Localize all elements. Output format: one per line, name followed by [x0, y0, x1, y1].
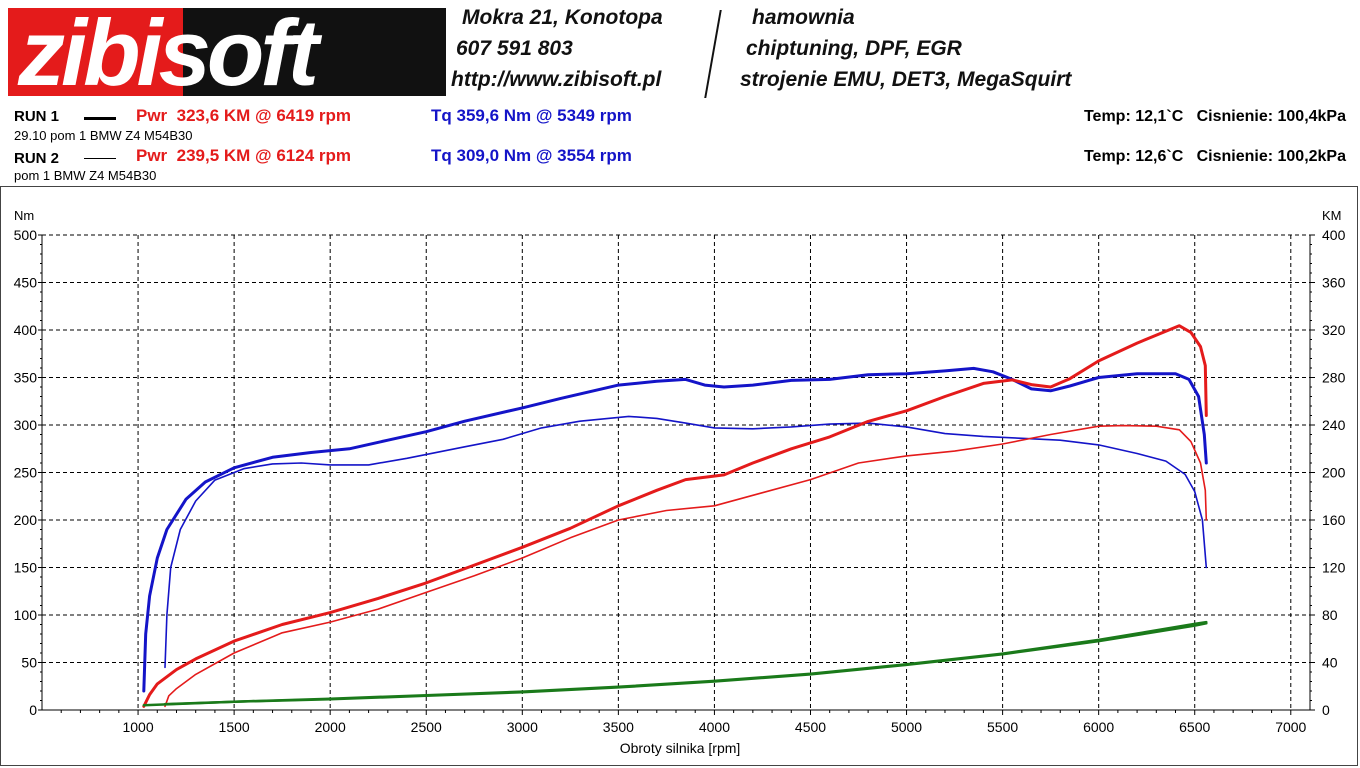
service-dyno-text: hamownia	[752, 6, 855, 29]
x-tick-label: 5000	[891, 719, 922, 735]
x-tick-label: 1000	[122, 719, 153, 735]
y-tick-right-label: 240	[1322, 417, 1346, 433]
run2-torque-peak: Tq 309,0 Nm @ 3554 rpm	[431, 146, 632, 165]
y-tick-left-label: 350	[14, 370, 38, 386]
x-tick-label: 6000	[1083, 719, 1114, 735]
y-tick-right-label: 120	[1322, 560, 1346, 576]
y-axis-right-label: KM	[1322, 208, 1342, 223]
x-tick-label: 2500	[411, 719, 442, 735]
run1-legend-line	[84, 117, 116, 120]
x-tick-label: 4000	[699, 719, 730, 735]
y-tick-left-label: 200	[14, 512, 38, 528]
y-tick-left-label: 100	[14, 607, 38, 623]
run2-conditions: Temp: 12,6`C Cisnienie: 100,2kPa	[1083, 148, 1346, 165]
y-tick-left-label: 500	[14, 227, 38, 243]
run1-torque-line	[142, 366, 1208, 693]
y-tick-right-label: 0	[1322, 702, 1330, 718]
run2-legend-line	[84, 158, 116, 159]
y-tick-right-label: 280	[1322, 370, 1346, 386]
run2-power-peak: Pwr 239,5 KM @ 6124 rpm	[136, 146, 352, 165]
y-tick-left-label: 0	[29, 702, 37, 718]
logo-text: zibisoft	[18, 8, 319, 96]
zibisoft-logo: zibisoft	[8, 8, 446, 96]
phone-text: 607 591 803	[456, 37, 573, 60]
website-link[interactable]: http://www.zibisoft.pl	[451, 68, 662, 91]
y-tick-left-label: 50	[21, 655, 37, 671]
y-tick-right-label: 160	[1322, 512, 1346, 528]
run2-torque-line	[164, 415, 1208, 669]
y-tick-left-label: 150	[14, 560, 38, 576]
x-tick-label: 1500	[219, 719, 250, 735]
run1-power-line	[142, 324, 1208, 708]
run2-label: RUN 2	[14, 150, 60, 167]
run1-torque-peak: Tq 359,6 Nm @ 5349 rpm	[431, 106, 632, 125]
logo-red-block	[8, 8, 183, 96]
y-tick-right-label: 40	[1322, 655, 1338, 671]
run1-conditions: Temp: 12,1`C Cisnienie: 100,4kPa	[1083, 108, 1346, 125]
y-tick-left-label: 450	[14, 275, 38, 291]
x-tick-label: 7000	[1275, 719, 1306, 735]
y-tick-right-label: 400	[1322, 227, 1346, 243]
run1-power-peak: Pwr 323,6 KM @ 6419 rpm	[136, 106, 352, 125]
x-axis-label: Obroty silnika [rpm]	[620, 740, 741, 756]
x-tick-label: 2000	[315, 719, 346, 735]
y-tick-right-label: 360	[1322, 275, 1346, 291]
address-text: Mokra 21, Konotopa	[462, 6, 663, 29]
run2-loss-line	[163, 620, 1208, 706]
x-tick-label: 3500	[603, 719, 634, 735]
chart-frame	[0, 186, 1358, 766]
y-tick-left-label: 300	[14, 417, 38, 433]
service-tuning-text: strojenie EMU, DET3, MegaSquirt	[740, 68, 1072, 91]
run2-power-line	[164, 424, 1208, 708]
y-tick-left-label: 250	[14, 465, 38, 481]
run1-description: 29.10 pom 1 BMW Z4 M54B30	[14, 128, 193, 143]
y-tick-right-label: 320	[1322, 322, 1346, 338]
x-tick-label: 5500	[987, 719, 1018, 735]
y-axis-left-label: Nm	[14, 208, 34, 223]
run1-label: RUN 1	[14, 108, 60, 125]
run1-loss-line	[142, 622, 1208, 707]
y-tick-left-label: 400	[14, 322, 38, 338]
x-tick-label: 6500	[1179, 719, 1210, 735]
x-tick-label: 3000	[507, 719, 538, 735]
y-tick-right-label: 200	[1322, 465, 1346, 481]
run2-description: pom 1 BMW Z4 M54B30	[14, 168, 157, 183]
service-chiptuning-text: chiptuning, DPF, EGR	[746, 37, 962, 60]
x-tick-label: 4500	[795, 719, 826, 735]
y-tick-right-label: 80	[1322, 607, 1338, 623]
